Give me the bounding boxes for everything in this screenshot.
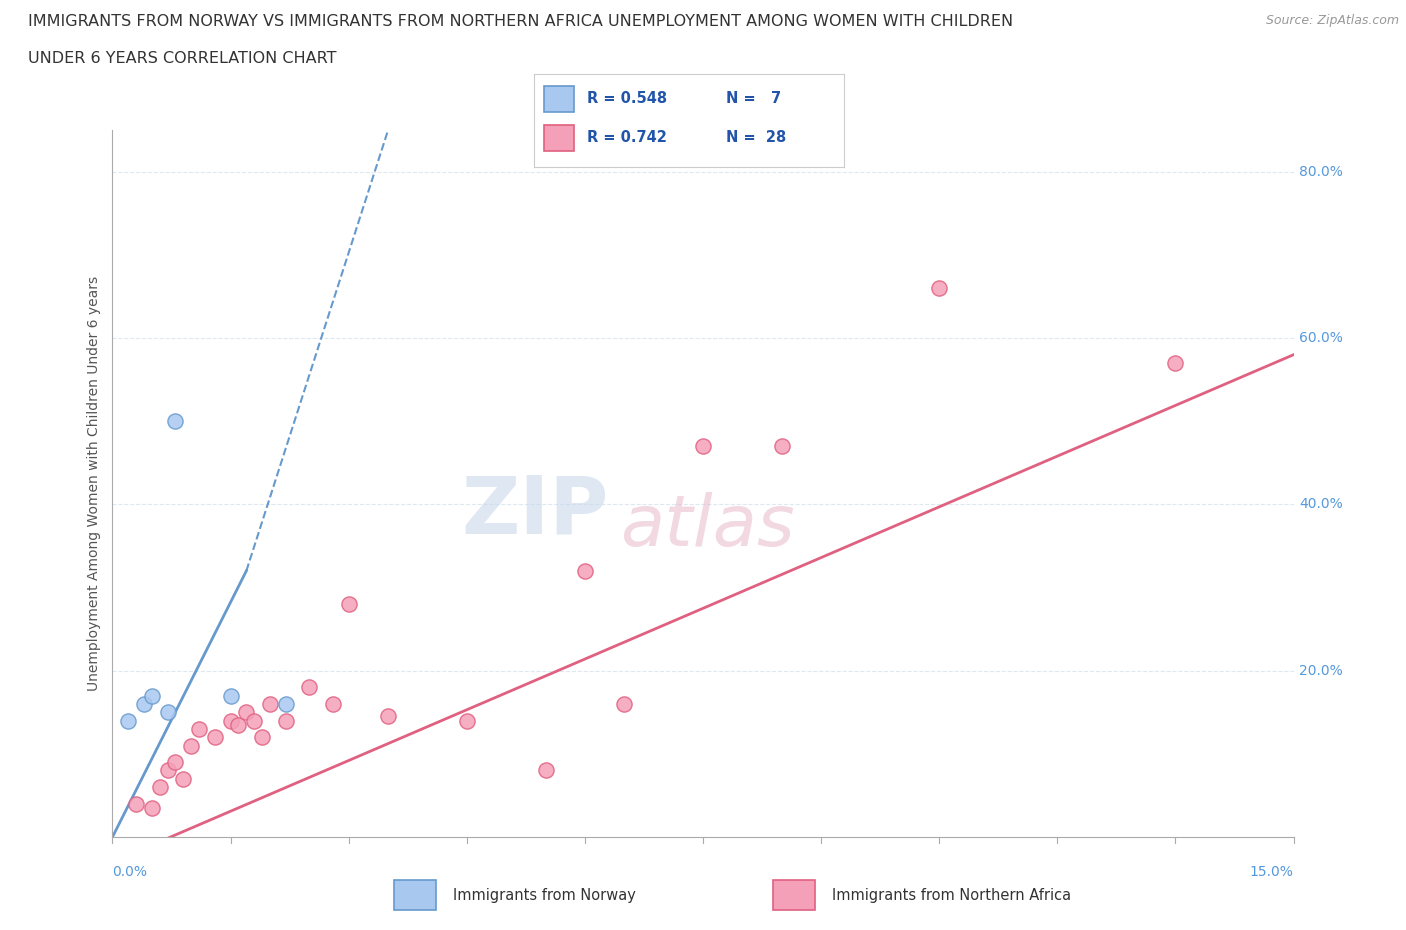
- Point: [156, 763, 179, 777]
- Point: [235, 705, 257, 720]
- Point: [456, 713, 478, 728]
- Text: N =  28: N = 28: [725, 129, 786, 145]
- Point: [165, 414, 187, 429]
- Point: [274, 713, 297, 728]
- Point: [770, 439, 793, 454]
- Text: N =   7: N = 7: [725, 90, 782, 106]
- Text: 80.0%: 80.0%: [1299, 165, 1343, 179]
- Y-axis label: Unemployment Among Women with Children Under 6 years: Unemployment Among Women with Children U…: [87, 276, 101, 691]
- Point: [274, 697, 297, 711]
- Text: 15.0%: 15.0%: [1250, 865, 1294, 879]
- Text: Immigrants from Norway: Immigrants from Norway: [453, 887, 636, 903]
- Text: Source: ZipAtlas.com: Source: ZipAtlas.com: [1265, 14, 1399, 27]
- Point: [928, 281, 950, 296]
- Point: [156, 705, 179, 720]
- Text: 20.0%: 20.0%: [1299, 664, 1343, 678]
- Point: [337, 597, 360, 612]
- Text: R = 0.742: R = 0.742: [586, 129, 666, 145]
- FancyBboxPatch shape: [544, 86, 575, 112]
- Point: [377, 709, 399, 724]
- FancyBboxPatch shape: [773, 880, 815, 910]
- Text: 60.0%: 60.0%: [1299, 331, 1343, 345]
- Point: [165, 755, 187, 770]
- FancyBboxPatch shape: [394, 880, 436, 910]
- Point: [149, 779, 172, 794]
- Text: atlas: atlas: [620, 492, 794, 561]
- Text: 0.0%: 0.0%: [112, 865, 148, 879]
- Point: [322, 697, 344, 711]
- Text: Immigrants from Northern Africa: Immigrants from Northern Africa: [832, 887, 1071, 903]
- Point: [219, 713, 242, 728]
- Point: [188, 722, 211, 737]
- Point: [574, 564, 596, 578]
- Point: [117, 713, 139, 728]
- Point: [180, 738, 202, 753]
- Point: [534, 763, 557, 777]
- Point: [692, 439, 714, 454]
- Text: ZIP: ZIP: [461, 472, 609, 551]
- Text: R = 0.548: R = 0.548: [586, 90, 666, 106]
- Text: UNDER 6 YEARS CORRELATION CHART: UNDER 6 YEARS CORRELATION CHART: [28, 51, 336, 66]
- Point: [141, 688, 163, 703]
- Point: [298, 680, 321, 695]
- Point: [250, 730, 273, 745]
- Point: [1164, 355, 1187, 370]
- Point: [219, 688, 242, 703]
- Point: [204, 730, 226, 745]
- Point: [172, 771, 194, 786]
- Point: [259, 697, 281, 711]
- Point: [141, 801, 163, 816]
- Text: 40.0%: 40.0%: [1299, 498, 1343, 512]
- Text: IMMIGRANTS FROM NORWAY VS IMMIGRANTS FROM NORTHERN AFRICA UNEMPLOYMENT AMONG WOM: IMMIGRANTS FROM NORWAY VS IMMIGRANTS FRO…: [28, 14, 1014, 29]
- Point: [125, 796, 148, 811]
- Point: [613, 697, 636, 711]
- Point: [243, 713, 266, 728]
- Point: [132, 697, 155, 711]
- FancyBboxPatch shape: [544, 125, 575, 151]
- Point: [228, 717, 250, 732]
